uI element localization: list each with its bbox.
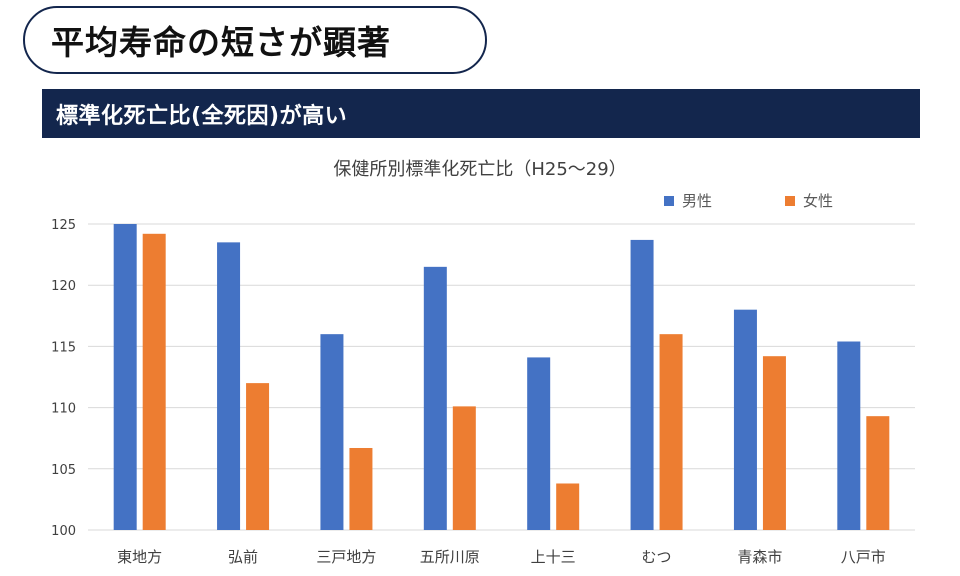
bar-female <box>556 483 580 530</box>
bar-male <box>630 239 654 531</box>
x-category-label: 東地方 <box>117 548 162 566</box>
bar-male <box>527 357 551 530</box>
y-tick-label: 105 <box>51 463 76 478</box>
y-tick-label: 115 <box>51 340 76 355</box>
y-axis-ticks: 100 105 110 115 120 125 <box>51 218 76 539</box>
bar-female <box>452 406 476 530</box>
x-category-label: 青森市 <box>737 548 782 566</box>
legend-swatch <box>664 196 674 206</box>
x-category-label: 上十三 <box>531 548 576 566</box>
section-header: 標準化死亡比(全死因)が高い <box>42 89 920 138</box>
y-tick-label: 100 <box>51 524 76 539</box>
bar-male <box>837 341 861 530</box>
bar-female <box>762 356 786 530</box>
legend-label: 女性 <box>803 192 833 210</box>
bar-female <box>142 233 166 530</box>
bar-female <box>659 334 683 530</box>
bar-male <box>320 334 344 530</box>
x-category-label: むつ <box>642 548 672 566</box>
bar-female <box>349 447 373 530</box>
legend: 男性 女性 <box>664 192 833 210</box>
bar-male <box>113 224 137 530</box>
x-category-label: 五所川原 <box>420 548 480 566</box>
legend-swatch <box>785 196 795 206</box>
x-category-label: 三戸地方 <box>316 548 376 566</box>
x-category-label: 八戸市 <box>841 548 886 566</box>
bars <box>113 224 890 531</box>
x-category-label: 弘前 <box>228 548 258 566</box>
x-axis-categories: 東地方 弘前 三戸地方 五所川原 上十三 むつ 青森市 八戸市 <box>117 548 886 566</box>
bar-male <box>423 266 447 530</box>
y-tick-label: 125 <box>51 218 76 233</box>
bar-female <box>866 416 890 530</box>
page-title: 平均寿命の短さが顕著 <box>23 6 487 74</box>
y-tick-label: 110 <box>51 402 76 417</box>
chart-title: 保健所別標準化死亡比（H25～29） <box>333 159 626 180</box>
bar-female <box>246 383 270 530</box>
bar-male <box>217 242 241 531</box>
y-tick-label: 120 <box>51 279 76 294</box>
gridlines <box>88 223 915 531</box>
bar-male <box>733 309 757 530</box>
bar-chart: 保健所別標準化死亡比（H25～29） 100 105 110 115 120 125 東地… <box>51 159 915 566</box>
legend-label: 男性 <box>682 192 712 210</box>
